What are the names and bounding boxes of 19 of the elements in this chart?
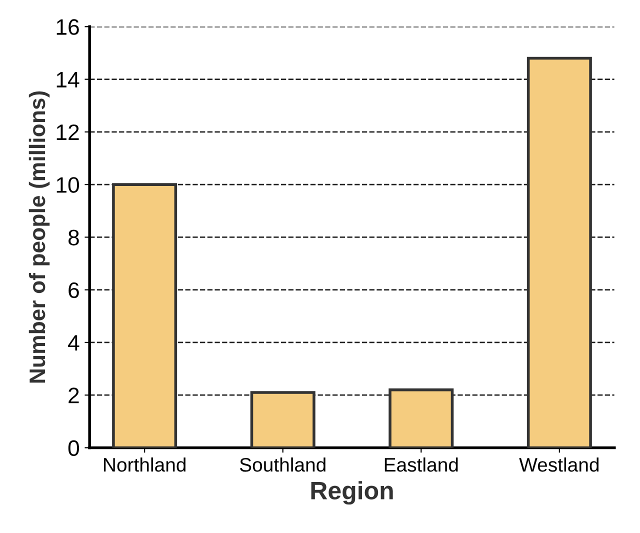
bar (112, 183, 178, 448)
x-tick-label: Eastland (384, 457, 458, 472)
y-tick-label: 2 (68, 388, 79, 404)
bar (250, 391, 316, 448)
y-tick-label: 8 (68, 230, 79, 246)
y-tick-label: 6 (68, 282, 79, 298)
y-axis-title: Number of people (millions) (28, 91, 50, 383)
y-tick-label: 10 (56, 177, 80, 193)
y-tick-label: 0 (68, 440, 80, 456)
x-tick-label: Southland (240, 457, 326, 472)
x-tick-label: Westland (519, 457, 599, 472)
y-tick-label: 14 (56, 72, 80, 88)
y-tick-label: 16 (56, 19, 79, 35)
bar (526, 56, 592, 448)
y-tick-label: 4 (68, 335, 80, 351)
bar (388, 388, 454, 448)
x-tick-label: Northland (104, 457, 186, 472)
y-tick-label: 12 (56, 124, 79, 140)
x-axis-title: Region (311, 481, 393, 505)
